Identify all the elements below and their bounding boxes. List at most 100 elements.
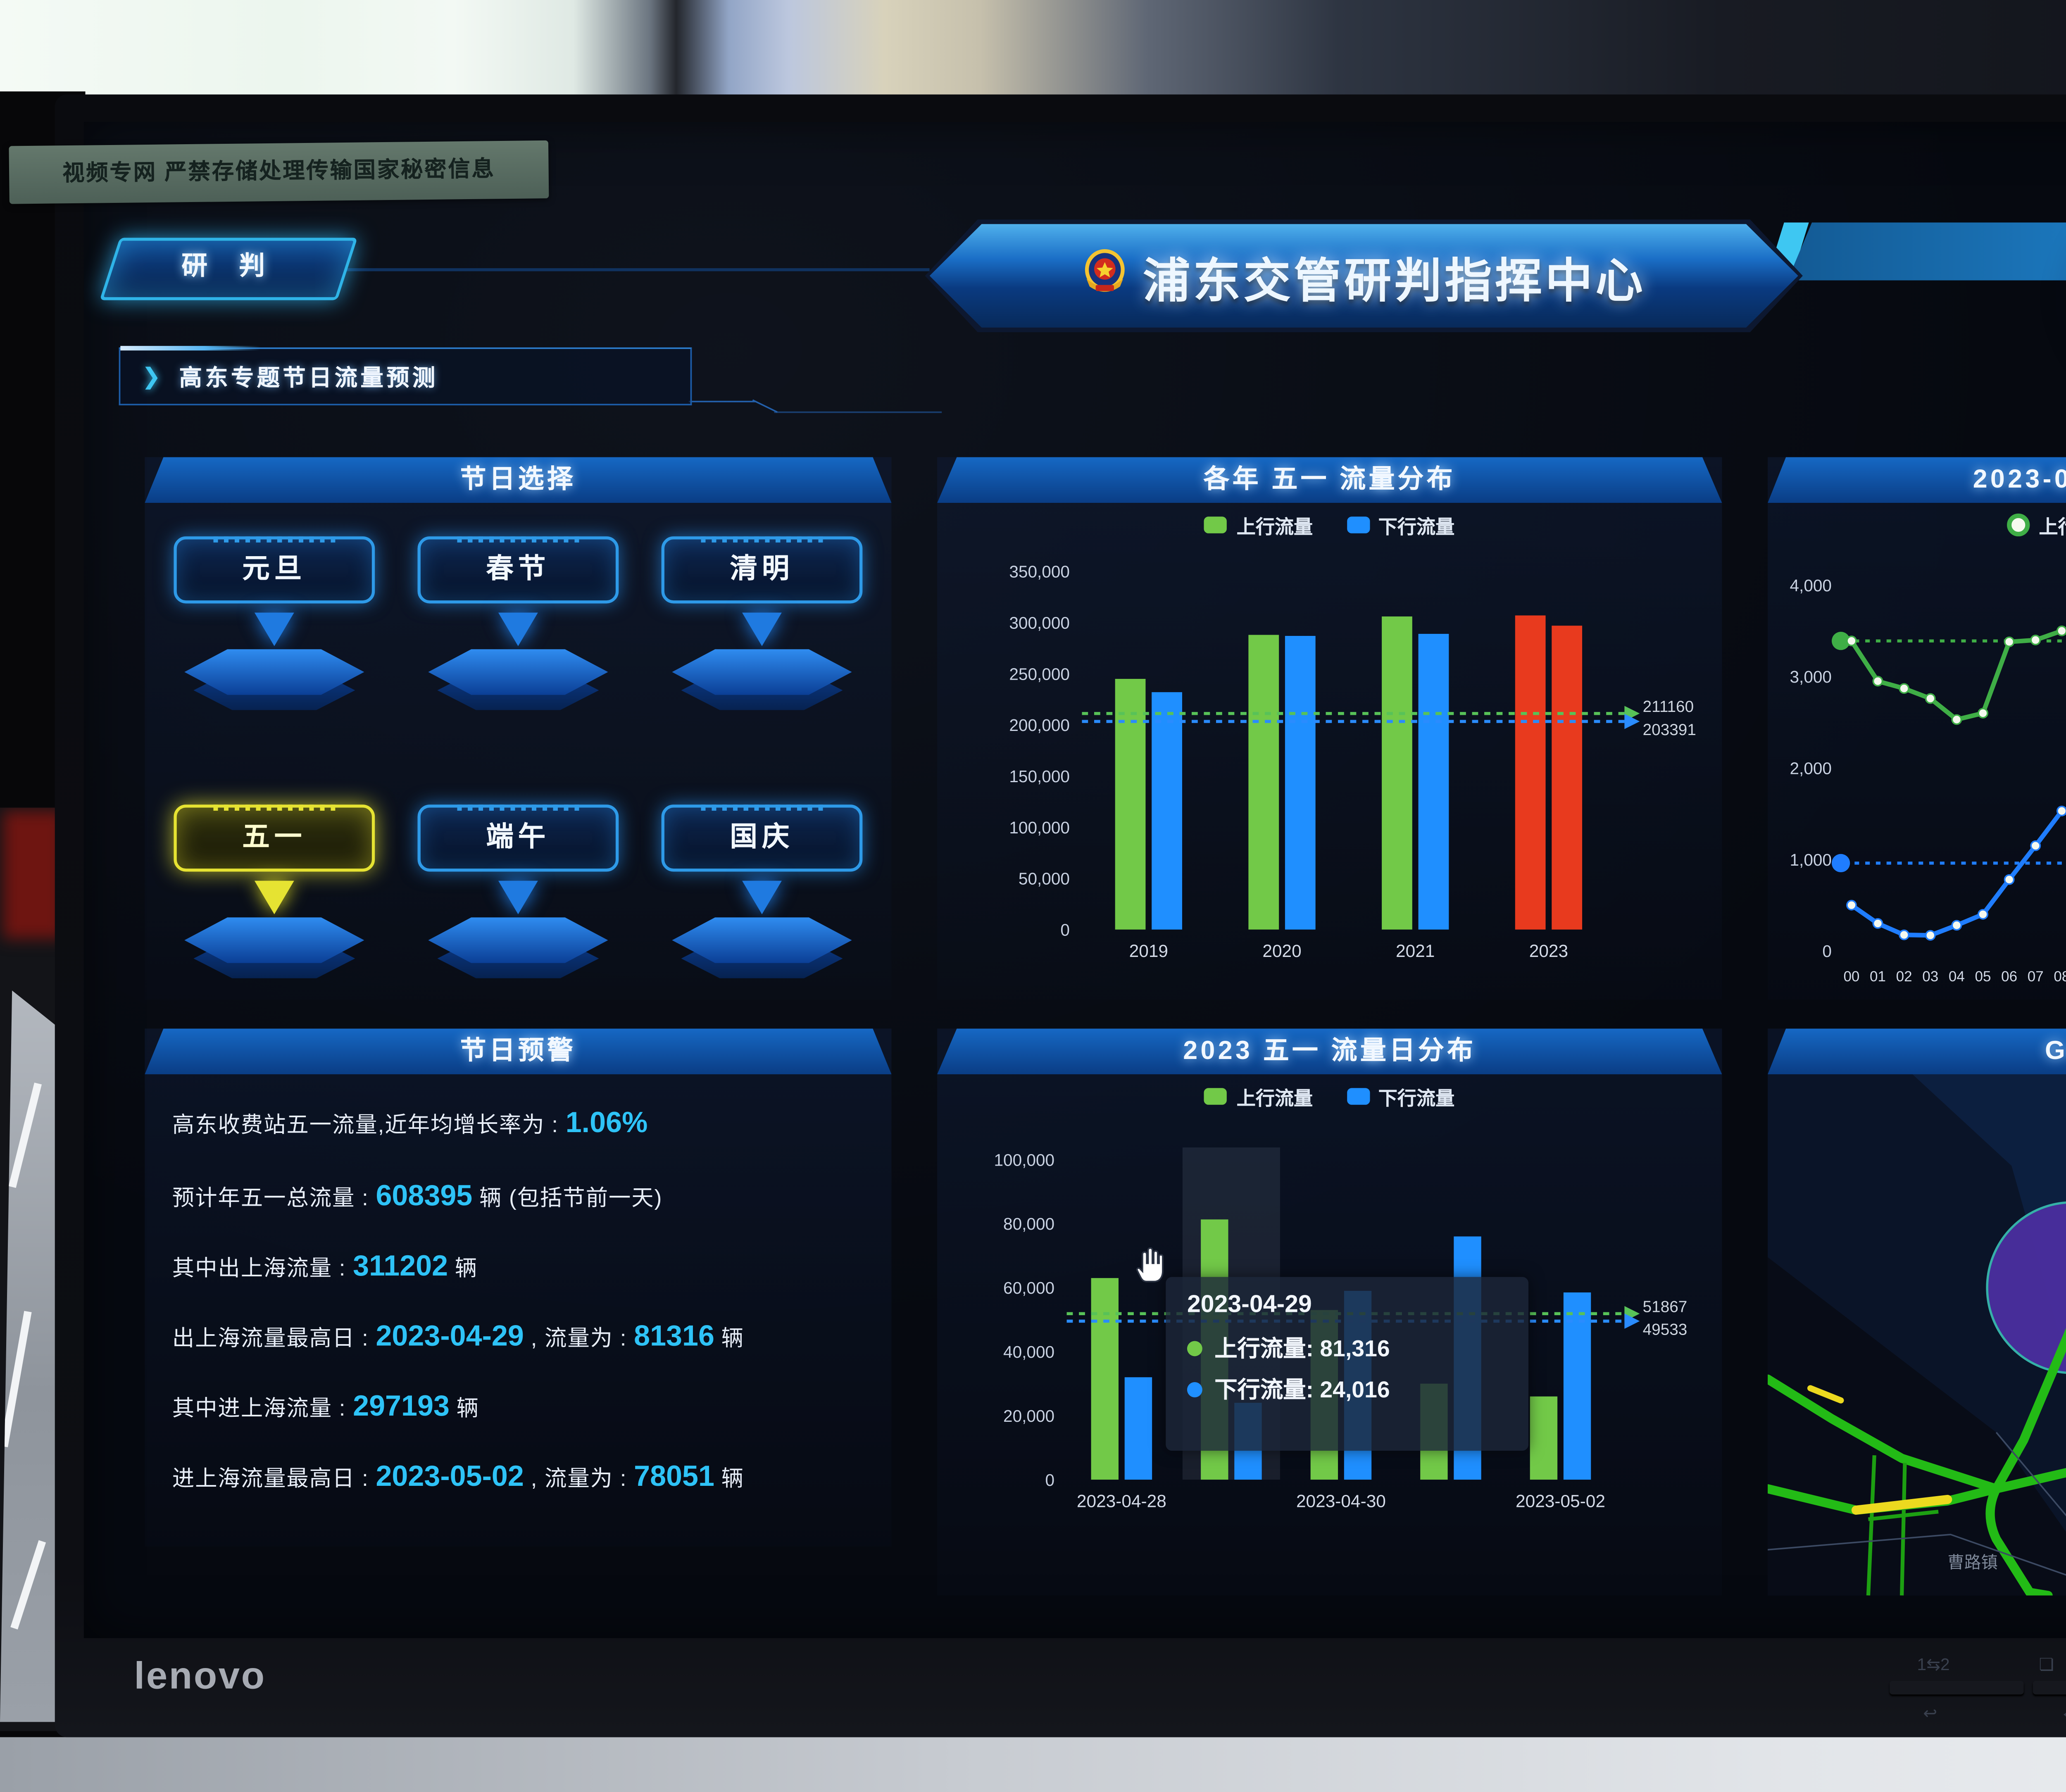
bar-up[interactable] bbox=[1115, 679, 1146, 930]
x-tick-label: 2023 bbox=[1529, 941, 1568, 961]
warning-line: 出上海流量最高日 : 2023-04-29 , 流量为 : 81316 辆 bbox=[172, 1321, 744, 1354]
bar-up[interactable] bbox=[1091, 1278, 1119, 1480]
data-point[interactable] bbox=[1899, 929, 1910, 940]
warning-text: 其中出上海流量 : bbox=[172, 1257, 353, 1282]
data-point[interactable] bbox=[2004, 636, 2015, 647]
warning-text: 辆 (包括节前一天) bbox=[472, 1187, 663, 1211]
holiday-button-端午[interactable]: 端午 bbox=[417, 804, 619, 872]
bar-down[interactable] bbox=[1152, 692, 1182, 930]
map-roads-minor bbox=[1866, 1455, 1939, 1596]
bar-down[interactable] bbox=[1552, 626, 1583, 930]
bar-down[interactable] bbox=[1124, 1377, 1152, 1480]
tab-yanpan[interactable]: 研 判 bbox=[99, 238, 358, 300]
bar-down[interactable] bbox=[1563, 1292, 1591, 1480]
warning-line: 高东收费站五一流量,近年均增长率为 : 1.06% bbox=[172, 1108, 648, 1141]
holiday-button-春节[interactable]: 春节 bbox=[417, 536, 619, 604]
data-point[interactable] bbox=[2056, 625, 2066, 636]
data-point[interactable] bbox=[1951, 920, 1962, 931]
warning-value: 2023-05-02 bbox=[376, 1461, 524, 1494]
data-point[interactable] bbox=[2004, 874, 2015, 885]
menu-book-icon: ❏ bbox=[2039, 1656, 2054, 1675]
tooltip-date: 2023-04-29 bbox=[1187, 1292, 1312, 1318]
warning-text: , 流量为 : bbox=[524, 1467, 634, 1492]
hexagon-platform bbox=[184, 649, 364, 710]
data-point[interactable] bbox=[1846, 900, 1857, 911]
legend-label: 下行流量 bbox=[1378, 516, 1455, 538]
legend-item[interactable]: 上行流量 bbox=[1204, 1081, 1313, 1110]
data-point[interactable] bbox=[1925, 930, 1936, 941]
x-tick-label: 2023-05-02 bbox=[1516, 1491, 1605, 1511]
bar-up[interactable] bbox=[1515, 615, 1546, 930]
legend-label: 上行流量 bbox=[1236, 516, 1313, 538]
legend-label: 下行流量 bbox=[1378, 1087, 1455, 1109]
warning-value: 311202 bbox=[353, 1251, 448, 1283]
warning-text: 进上海流量最高日 : bbox=[172, 1467, 376, 1492]
data-point[interactable] bbox=[1951, 714, 1962, 725]
legend[interactable]: 上行流量 下行流量 bbox=[937, 1079, 1722, 1112]
y-tick-label: 100,000 bbox=[994, 1150, 1055, 1169]
y-tick-label: 250,000 bbox=[1009, 664, 1070, 683]
tooltip-row: 上行流量: 81,316 bbox=[1187, 1332, 1507, 1364]
x-tick-label: 01 bbox=[1870, 969, 1886, 985]
line-up[interactable] bbox=[1849, 597, 2066, 722]
legend-item[interactable]: 上行流量 bbox=[1204, 510, 1313, 539]
holiday-button-国庆[interactable]: 国庆 bbox=[661, 804, 863, 872]
g40-tunnel-map[interactable]: 曹路镇 bbox=[1763, 1074, 2066, 1600]
screen-smudge bbox=[2049, 183, 2066, 412]
legend-item[interactable]: 下行流量 bbox=[1346, 510, 1454, 539]
data-point[interactable] bbox=[1872, 676, 1883, 687]
header-banner: 浦东交管研判指挥中心 bbox=[925, 219, 1803, 332]
data-point[interactable] bbox=[1925, 693, 1936, 704]
map-place-label: 曹路镇 bbox=[1947, 1553, 1998, 1572]
holiday-button-清明[interactable]: 清明 bbox=[661, 536, 863, 604]
header-right-ribbon[interactable]: 浦东交警 bbox=[1788, 222, 2066, 281]
breadcrumb-tail bbox=[774, 411, 942, 413]
down-arrow-icon bbox=[742, 612, 782, 646]
data-point[interactable] bbox=[2030, 840, 2041, 851]
x-tick-label: 07 bbox=[2028, 969, 2044, 985]
data-point[interactable] bbox=[1978, 909, 1988, 920]
bar-down[interactable] bbox=[1285, 636, 1316, 930]
holiday-option-五一: 五一 bbox=[160, 804, 388, 978]
x-tick-label: 2019 bbox=[1129, 941, 1168, 961]
warning-value: 608395 bbox=[376, 1181, 473, 1213]
warning-value: 78051 bbox=[634, 1461, 714, 1494]
warning-text: 高东收费站五一流量,近年均增长率为 : bbox=[172, 1114, 566, 1138]
hourly-line-chart[interactable]: 01,0002,0003,0004,0000001020304050607080… bbox=[1768, 540, 2066, 1000]
chart-tooltip: 2023-04-29 上行流量: 81,316 下行流量: 24,016 bbox=[1166, 1277, 1529, 1451]
bar-up[interactable] bbox=[1248, 635, 1279, 930]
monitor-button-2[interactable] bbox=[2033, 1680, 2066, 1695]
bar-down[interactable] bbox=[1418, 634, 1449, 930]
lenovo-logo: lenovo bbox=[134, 1655, 266, 1698]
average-line-label: 51867 bbox=[1643, 1298, 1688, 1316]
line-down[interactable] bbox=[1850, 795, 2066, 938]
tooltip-series-dot bbox=[1187, 1340, 1202, 1356]
breadcrumb[interactable]: ❯ 高东专题节日流量预测 bbox=[119, 346, 692, 406]
yearly-bar-chart[interactable]: 0 50,000 100,000 150,000 200,000 250,000 300,0… bbox=[937, 545, 1722, 1000]
x-tick-label: 2023-04-28 bbox=[1077, 1491, 1166, 1511]
y-tick-label: 3,000 bbox=[1790, 667, 1832, 686]
data-point[interactable] bbox=[1846, 635, 1857, 647]
data-point[interactable] bbox=[2056, 805, 2066, 816]
x-tick-label: 2023-04-30 bbox=[1296, 1491, 1386, 1511]
data-point[interactable] bbox=[2030, 635, 2041, 645]
legend-swatch bbox=[2007, 513, 2030, 536]
holiday-button-元旦[interactable]: 元旦 bbox=[174, 536, 375, 604]
data-point[interactable] bbox=[1899, 683, 1910, 694]
holiday-button-五一[interactable]: 五一 bbox=[174, 804, 375, 872]
x-tick-label: 00 bbox=[1843, 969, 1859, 985]
warning-value: 2023-04-29 bbox=[376, 1321, 524, 1353]
y-tick-label: 1,000 bbox=[1790, 850, 1832, 869]
warning-line: 进上海流量最高日 : 2023-05-02 , 流量为 : 78051 辆 bbox=[172, 1461, 744, 1495]
legend-item[interactable]: 上行流量 bbox=[2007, 510, 2066, 539]
data-point[interactable] bbox=[1978, 708, 1988, 719]
bar-up[interactable] bbox=[1530, 1396, 1558, 1480]
legend[interactable]: 上行流量 下行流量 bbox=[937, 507, 1722, 541]
legend-item[interactable]: 下行流量 bbox=[1346, 1081, 1454, 1110]
y-tick-label: 80,000 bbox=[1003, 1214, 1054, 1233]
monitor-button-1[interactable] bbox=[1890, 1680, 2024, 1695]
data-point[interactable] bbox=[1872, 918, 1883, 929]
bar-up[interactable] bbox=[1382, 616, 1412, 930]
breadcrumb-tail bbox=[752, 399, 778, 413]
